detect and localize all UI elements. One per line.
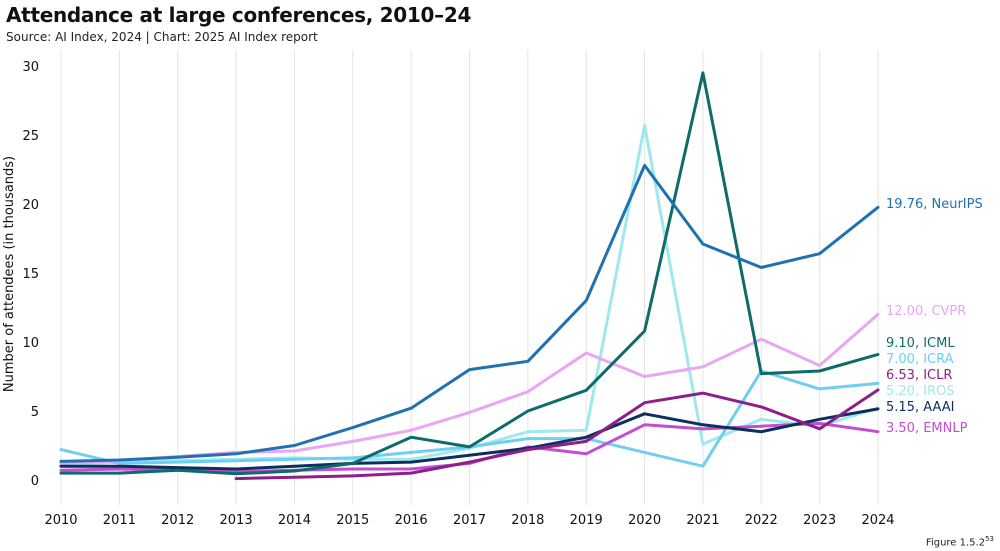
end-label-iros: 5.20, IROS	[886, 384, 955, 399]
x-tick-2021: 2021	[686, 513, 719, 528]
x-tick-2012: 2012	[161, 513, 194, 528]
end-label-emnlp: 3.50, EMNLP	[886, 421, 968, 436]
y-tick-0: 0	[31, 474, 39, 489]
x-tick-2024: 2024	[861, 513, 894, 528]
y-tick-30: 30	[22, 60, 39, 75]
end-label-neurips: 19.76, NeurIPS	[886, 197, 983, 212]
y-tick-labels: 0 5 10 15 20 25 30	[22, 60, 39, 489]
y-tick-20: 20	[22, 198, 39, 213]
series-end-labels: 19.76, NeurIPS 12.00, CVPR 9.10, ICML7.00,…	[886, 197, 983, 436]
y-tick-5: 5	[31, 405, 39, 420]
x-tick-2017: 2017	[453, 513, 486, 528]
x-tick-labels: 2010 2011 2012 2013 2014 2015 2016 2017 2018 2019…	[44, 513, 894, 528]
figure-label: Figure 1.5.253	[925, 534, 994, 548]
series-lines	[59, 71, 880, 481]
x-tick-2013: 2013	[220, 513, 253, 528]
end-label-icra: 7.00, ICRA	[886, 352, 954, 367]
end-label-aaai: 5.15, AAAI	[886, 400, 954, 415]
series-line-neurips	[59, 163, 880, 463]
end-label-iclr: 6.53, ICLR	[886, 368, 952, 383]
y-tick-15: 15	[22, 267, 39, 282]
chart-title: Attendance at large conferences, 2010–24	[6, 3, 472, 27]
series-line-icml	[59, 71, 880, 476]
x-tick-2015: 2015	[336, 513, 369, 528]
x-tick-2022: 2022	[745, 513, 778, 528]
x-tick-2020: 2020	[628, 513, 661, 528]
y-tick-25: 25	[22, 129, 39, 144]
x-tick-2010: 2010	[44, 513, 77, 528]
y-axis-label: Number of attendees (in thousands)	[2, 156, 17, 392]
grid-lines	[60, 50, 879, 505]
series-line-iclr	[234, 388, 880, 481]
x-tick-2014: 2014	[278, 513, 311, 528]
x-tick-2016: 2016	[395, 513, 428, 528]
end-label-icml: 9.10, ICML	[886, 336, 955, 351]
x-tick-2018: 2018	[511, 513, 544, 528]
y-tick-10: 10	[22, 336, 39, 351]
chart-subtitle: Source: AI Index, 2024 | Chart: 2025 AI …	[6, 30, 318, 44]
x-tick-2023: 2023	[803, 513, 836, 528]
x-tick-2011: 2011	[103, 513, 136, 528]
end-label-cvpr: 12.00, CVPR	[886, 304, 966, 319]
series-line-aaai	[59, 407, 880, 471]
x-tick-2019: 2019	[570, 513, 603, 528]
